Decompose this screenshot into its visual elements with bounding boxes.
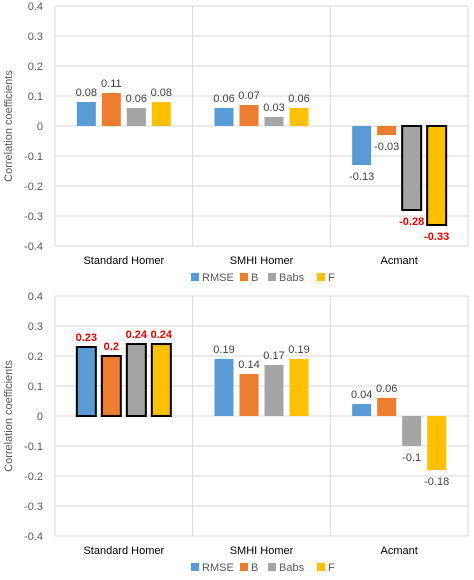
data-label: -0.28: [399, 216, 424, 228]
data-label: -0.13: [349, 171, 374, 183]
bar-babs: [264, 117, 284, 126]
y-tick-label: 0.1: [28, 381, 43, 393]
data-label: 0.19: [213, 344, 234, 356]
data-label: 0.14: [238, 359, 259, 371]
data-label: 0.2: [104, 341, 119, 353]
data-label: 0.23: [76, 332, 97, 344]
bar-f: [427, 416, 447, 470]
data-label: 0.19: [288, 344, 309, 356]
chart-top: -0.4 -0.3 -0.2 -0.1 0 0.1 0.2 0.3 0.4 Correlation…: [3, 1, 469, 284]
legend-swatch-b: [240, 563, 248, 571]
bar-rmse: [76, 102, 96, 126]
x-category-label: SMHI Homer: [230, 255, 294, 267]
y-axis-label: Correlation coefficients: [3, 70, 15, 182]
y-tick-label: -0.2: [24, 471, 43, 483]
data-label: 0.24: [126, 329, 148, 341]
legend-swatch-rmse: [191, 563, 199, 571]
legend-label-b: B: [251, 562, 258, 574]
legend-swatch-rmse: [191, 273, 199, 281]
bar-babs: [126, 108, 146, 126]
y-tick-label: -0.3: [24, 211, 43, 223]
legend-swatch-b: [240, 273, 248, 281]
data-label: -0.03: [374, 141, 399, 153]
data-label: 0.06: [376, 383, 397, 395]
bar-babs: [264, 365, 284, 416]
bar-f: [150, 343, 172, 417]
y-tick-label: -0.3: [24, 501, 43, 513]
y-tick-label: -0.2: [24, 181, 43, 193]
bar-babs: [401, 125, 423, 211]
bar-rmse: [214, 359, 234, 416]
bar-rmse: [214, 108, 234, 126]
data-label: 0.08: [76, 87, 97, 99]
data-label: 0.07: [238, 90, 259, 102]
data-label: 0.11: [101, 78, 122, 90]
y-tick-label: -0.4: [24, 531, 43, 543]
legend-label-babs: Babs: [279, 562, 305, 574]
data-label: 0.04: [351, 389, 372, 401]
legend-label-babs: Babs: [279, 272, 305, 284]
data-label: 0.03: [263, 102, 284, 114]
y-tick-label: 0.4: [28, 1, 43, 13]
legend-swatch-f: [317, 563, 325, 571]
y-tick-label: 0.3: [28, 31, 43, 43]
bar-b: [377, 398, 397, 416]
data-label: -0.33: [424, 231, 449, 243]
bar-f: [289, 359, 309, 416]
x-category-label: Acmant: [381, 255, 418, 267]
y-tick-label: 0.3: [28, 321, 43, 333]
bar-b: [239, 105, 259, 126]
data-label: 0.08: [151, 87, 172, 99]
bar-babs: [125, 343, 147, 417]
legend-label-f: F: [328, 272, 335, 284]
y-tick-label: 0.1: [28, 91, 43, 103]
bar-b: [100, 355, 122, 417]
data-label: 0.06: [288, 93, 309, 105]
bar-f: [151, 102, 171, 126]
data-label: 0.17: [263, 350, 284, 362]
y-tick-label: 0.2: [28, 61, 43, 73]
bar-babs: [402, 416, 422, 446]
y-tick-label: -0.1: [24, 441, 43, 453]
legend-swatch-babs: [268, 563, 276, 571]
data-label: 0.24: [151, 329, 173, 341]
bar-f: [289, 108, 309, 126]
bar-b: [377, 126, 397, 135]
bar-rmse: [352, 404, 372, 416]
data-label: 0.06: [126, 93, 147, 105]
y-tick-label: 0.4: [28, 291, 43, 303]
legend-label-b: B: [251, 272, 258, 284]
bar-rmse: [352, 126, 372, 165]
x-category-label: SMHI Homer: [230, 545, 294, 557]
y-tick-label: 0: [37, 411, 43, 423]
y-axis-label: Correlation coefficients: [3, 360, 15, 472]
bar-b: [101, 93, 121, 126]
y-tick-label: -0.4: [24, 241, 43, 253]
data-label: -0.1: [402, 452, 421, 464]
legend-label-rmse: RMSE: [202, 272, 234, 284]
y-tick-label: 0.2: [28, 351, 43, 363]
legend-swatch-babs: [268, 273, 276, 281]
bar-b: [239, 374, 259, 416]
data-label: -0.18: [424, 476, 449, 488]
x-category-label: Standard Homer: [83, 255, 164, 267]
y-tick-label: 0: [37, 121, 43, 133]
data-label: 0.06: [213, 93, 234, 105]
legend-label-rmse: RMSE: [202, 562, 234, 574]
legend-label-f: F: [328, 562, 335, 574]
chart-bottom: -0.4 -0.3 -0.2 -0.1 0 0.1 0.2 0.3 0.4 Correlation…: [3, 291, 469, 574]
x-category-label: Acmant: [381, 545, 418, 557]
bar-rmse: [75, 346, 97, 417]
bar-f: [426, 125, 448, 226]
legend-swatch-f: [317, 273, 325, 281]
y-tick-label: -0.1: [24, 151, 43, 163]
x-category-label: Standard Homer: [83, 545, 164, 557]
